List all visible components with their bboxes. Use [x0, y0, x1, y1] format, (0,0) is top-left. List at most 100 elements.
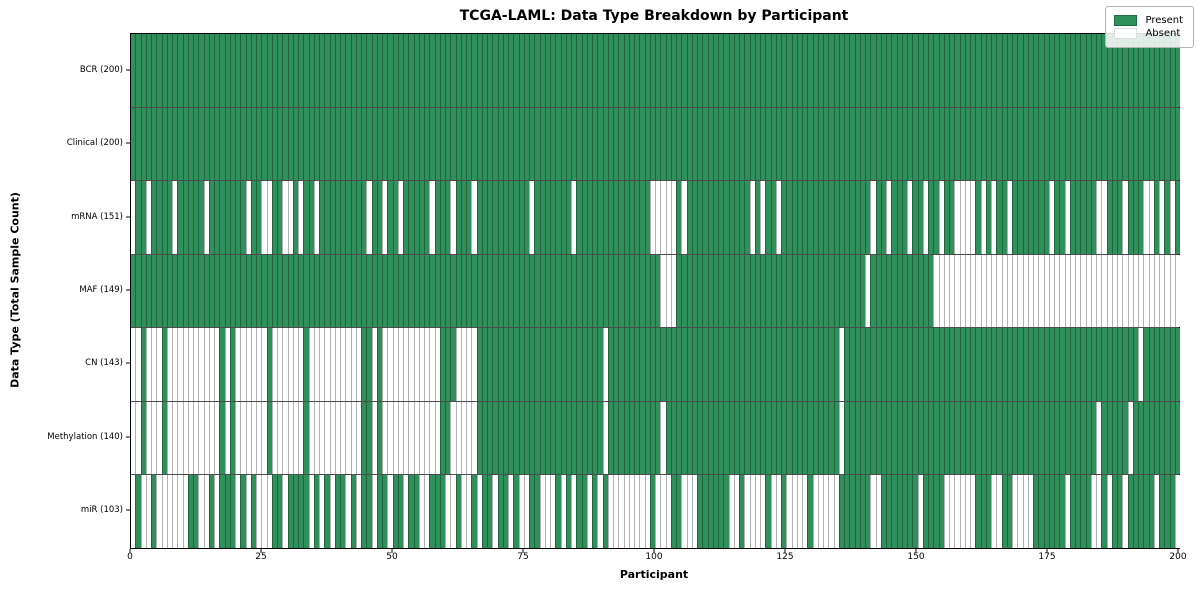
heatmap-cell [697, 181, 703, 254]
heatmap-cell [870, 181, 876, 254]
heatmap-cell [964, 254, 970, 328]
heatmap-cell [718, 254, 724, 328]
heatmap-cell [256, 34, 262, 107]
heatmap-cell [555, 107, 561, 181]
heatmap-cell [287, 181, 293, 254]
heatmap-cell [928, 34, 934, 107]
heatmap-cell [413, 254, 419, 328]
heatmap-cell [166, 254, 172, 328]
heatmap-cell [938, 401, 944, 475]
heatmap-cell [1143, 107, 1149, 181]
heatmap-cell [1138, 181, 1144, 254]
heatmap-cell [534, 401, 540, 475]
heatmap-cell [481, 328, 487, 401]
heatmap-cell [413, 328, 419, 401]
heatmap-cell [1164, 107, 1170, 181]
heatmap-cell [781, 401, 787, 475]
heatmap-cell [156, 181, 162, 254]
heatmap-cell [807, 254, 813, 328]
heatmap-cell [508, 254, 514, 328]
heatmap-cell [565, 328, 571, 401]
heatmap-cell [497, 475, 503, 549]
heatmap-cell [697, 475, 703, 549]
heatmap-cell [366, 401, 372, 475]
heatmap-cell [865, 107, 871, 181]
y-tick-label-Clinical: Clinical (200) [66, 138, 123, 149]
heatmap-cell [355, 401, 361, 475]
heatmap-cell [361, 107, 367, 181]
heatmap-cell [287, 328, 293, 401]
heatmap-cell [838, 328, 844, 401]
heatmap-cell [1090, 107, 1096, 181]
heatmap-cell [854, 328, 860, 401]
heatmap-cell [1033, 254, 1039, 328]
heatmap-cell [959, 107, 965, 181]
heatmap-cell [949, 107, 955, 181]
heatmap-cell [235, 254, 241, 328]
heatmap-cell [397, 107, 403, 181]
heatmap-cell [387, 107, 393, 181]
heatmap-cell [676, 34, 682, 107]
heatmap-cell [245, 254, 251, 328]
heatmap-cell [361, 401, 367, 475]
heatmap-cell [261, 107, 267, 181]
heatmap-cell [513, 475, 519, 549]
heatmap-cell [954, 181, 960, 254]
heatmap-cell [676, 254, 682, 328]
heatmap-cell [581, 475, 587, 549]
heatmap-cell [1096, 34, 1102, 107]
heatmap-cell [817, 107, 823, 181]
heatmap-cell [1169, 107, 1175, 181]
heatmap-cell [308, 181, 314, 254]
heatmap-cell [912, 181, 918, 254]
heatmap-cell [865, 475, 871, 549]
heatmap-cell [1059, 254, 1065, 328]
heatmap-cell [970, 254, 976, 328]
heatmap-cell [565, 254, 571, 328]
heatmap-cell [518, 475, 524, 549]
heatmap-cell [1096, 254, 1102, 328]
heatmap-cell [481, 181, 487, 254]
heatmap-cell [634, 328, 640, 401]
heatmap-cell [702, 401, 708, 475]
heatmap-cell [1027, 328, 1033, 401]
heatmap-cell [1143, 328, 1149, 401]
heatmap-cell [854, 107, 860, 181]
heatmap-cell [544, 254, 550, 328]
heatmap-cell [1043, 254, 1049, 328]
heatmap-cell [933, 328, 939, 401]
heatmap-cell [1033, 401, 1039, 475]
heatmap-cell [676, 475, 682, 549]
heatmap-cell [718, 475, 724, 549]
heatmap-cell [823, 254, 829, 328]
heatmap-cell [376, 34, 382, 107]
heatmap-cell [319, 107, 325, 181]
heatmap-cell [1106, 34, 1112, 107]
heatmap-cell [571, 34, 577, 107]
heatmap-cell [434, 181, 440, 254]
heatmap-cell [586, 254, 592, 328]
y-tick-mark [126, 362, 130, 364]
heatmap-cell [376, 328, 382, 401]
heatmap-cell [922, 254, 928, 328]
heatmap-cell [1038, 401, 1044, 475]
heatmap-cell [131, 475, 136, 549]
heatmap-cell [576, 401, 582, 475]
heatmap-cell [324, 34, 330, 107]
heatmap-cell [277, 475, 283, 549]
heatmap-cell [418, 254, 424, 328]
heatmap-cell [823, 401, 829, 475]
heatmap-cell [959, 328, 965, 401]
heatmap-cell [1064, 181, 1070, 254]
heatmap-cell [392, 328, 398, 401]
heatmap-cell [376, 401, 382, 475]
heatmap-cell [277, 401, 283, 475]
heatmap-cell [744, 254, 750, 328]
heatmap-cell [597, 107, 603, 181]
heatmap-cell [1043, 328, 1049, 401]
heatmap-cell [287, 34, 293, 107]
heatmap-cell [1132, 475, 1138, 549]
heatmap-cell [891, 475, 897, 549]
heatmap-cell [240, 475, 246, 549]
heatmap-cell [1080, 181, 1086, 254]
